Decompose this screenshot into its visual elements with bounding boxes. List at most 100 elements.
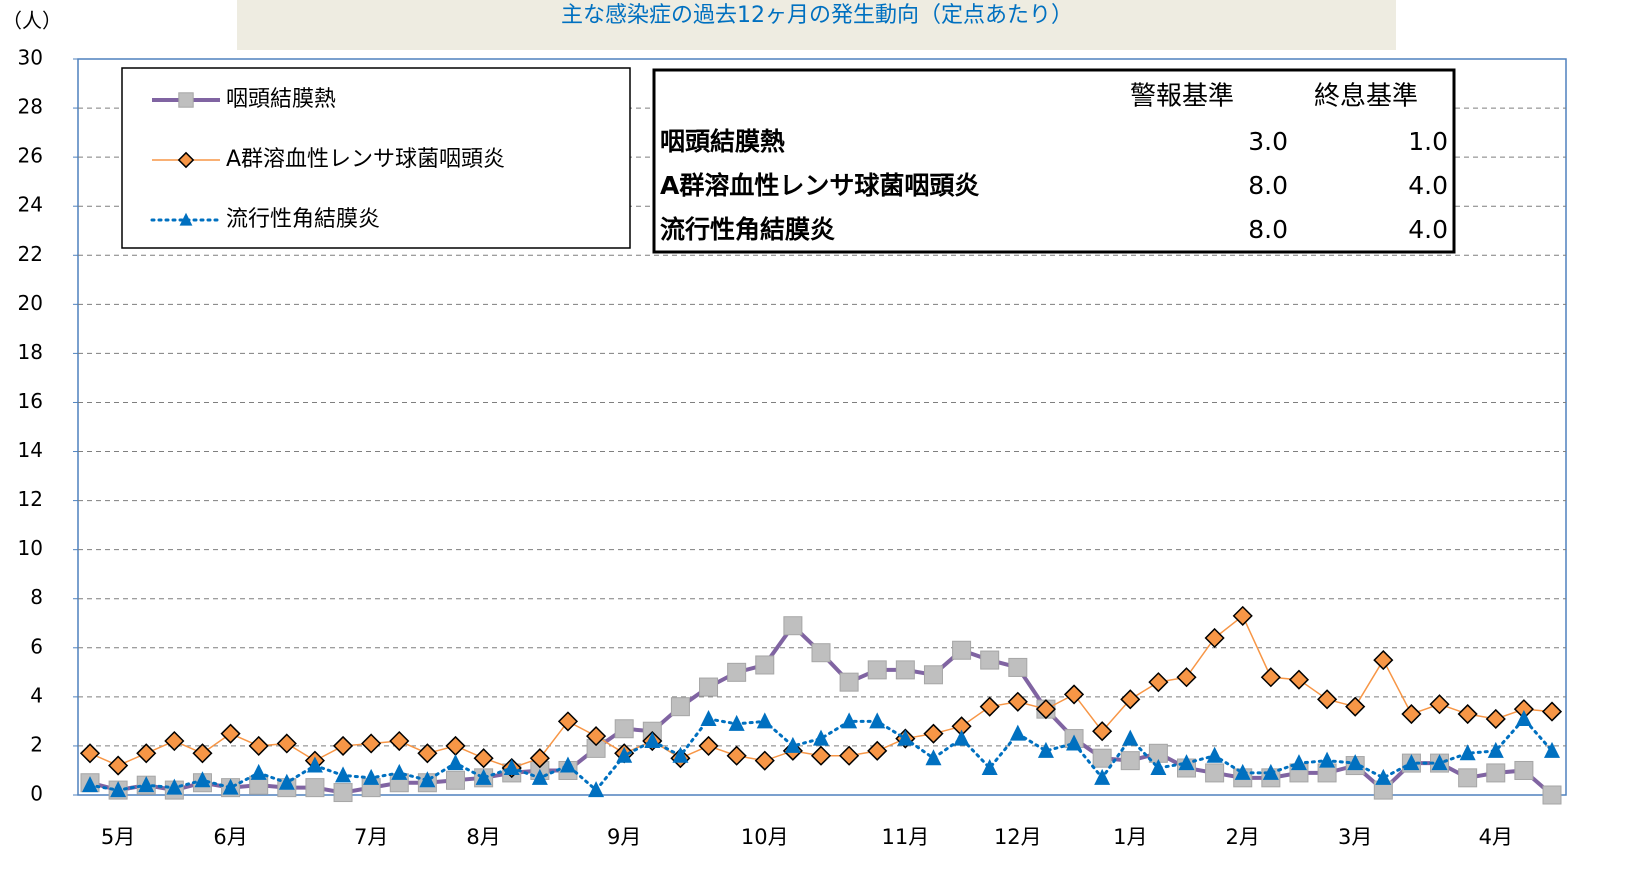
y-tick-label: 8 xyxy=(30,585,43,609)
y-tick-label: 30 xyxy=(18,46,43,70)
y-tick-label: 24 xyxy=(18,193,43,217)
series-line xyxy=(88,716,1554,793)
marker xyxy=(1542,785,1562,805)
marker xyxy=(363,768,380,785)
marker xyxy=(1514,760,1534,780)
y-axis-label: （人） xyxy=(2,9,62,33)
marker xyxy=(276,733,297,754)
marker xyxy=(727,662,747,682)
marker xyxy=(728,714,745,731)
marker xyxy=(1066,734,1083,751)
marker xyxy=(136,743,157,764)
marker xyxy=(670,697,690,717)
table-row-name: 咽頭結膜熱 xyxy=(660,127,785,156)
marker xyxy=(108,755,129,776)
marker xyxy=(248,735,269,756)
legend-label: A群溶血性レンサ球菌咽頭炎 xyxy=(226,147,505,172)
marker xyxy=(1205,763,1225,783)
marker xyxy=(557,711,579,732)
marker xyxy=(672,746,689,763)
marker xyxy=(813,729,829,746)
marker xyxy=(699,677,719,697)
table-cell: 4.0 xyxy=(1408,171,1448,200)
marker xyxy=(389,730,410,752)
marker xyxy=(1347,754,1364,771)
marker xyxy=(1401,703,1422,725)
marker xyxy=(1319,751,1336,768)
y-tick-label: 26 xyxy=(18,144,43,168)
marker xyxy=(1178,754,1195,771)
marker xyxy=(726,745,747,766)
marker xyxy=(278,773,295,790)
plot-frame xyxy=(77,58,1567,796)
marker xyxy=(177,151,195,169)
marker xyxy=(166,778,183,795)
marker xyxy=(811,643,831,663)
marker xyxy=(1317,689,1338,710)
marker xyxy=(1290,754,1307,771)
table-cell: 8.0 xyxy=(1248,215,1288,244)
marker xyxy=(1459,744,1476,761)
marker xyxy=(756,712,773,729)
marker xyxy=(332,735,354,756)
table-row-name: 流行性角結膜炎 xyxy=(660,215,835,244)
marker xyxy=(1429,694,1450,715)
marker xyxy=(361,733,382,754)
marker xyxy=(698,735,719,756)
marker xyxy=(700,709,717,726)
marker xyxy=(783,616,803,636)
marker xyxy=(222,778,239,795)
marker xyxy=(559,756,576,773)
table-cell: 8.0 xyxy=(1248,171,1288,200)
marker xyxy=(923,723,944,744)
y-tick-label: 14 xyxy=(18,438,43,462)
marker xyxy=(588,781,605,798)
x-tick-label: 10月 xyxy=(741,825,789,849)
marker xyxy=(953,729,970,746)
marker xyxy=(1150,759,1167,776)
marker xyxy=(417,743,438,764)
table-row-name: A群溶血性レンサ球菌咽頭炎 xyxy=(660,171,979,200)
marker xyxy=(925,749,942,766)
marker xyxy=(250,763,267,780)
legend-label: 流行性角結膜炎 xyxy=(226,207,380,232)
marker xyxy=(1148,672,1169,693)
marker xyxy=(1515,709,1532,726)
marker xyxy=(1092,748,1112,768)
marker xyxy=(475,768,492,785)
marker xyxy=(869,712,886,729)
table-header: 終息基準 xyxy=(1314,82,1418,112)
marker xyxy=(841,712,858,729)
threshold-table xyxy=(652,68,1456,254)
marker xyxy=(1009,724,1026,741)
marker xyxy=(1092,721,1113,742)
y-tick-label: 12 xyxy=(18,487,43,511)
legend-label: 咽頭結膜熱 xyxy=(226,87,336,112)
marker xyxy=(335,766,352,783)
marker xyxy=(979,696,1000,717)
marker xyxy=(810,745,832,766)
marker xyxy=(1234,763,1251,780)
marker xyxy=(754,750,775,771)
y-tick-label: 22 xyxy=(18,242,43,266)
x-tick-label: 7月 xyxy=(354,825,388,849)
x-tick-label: 4月 xyxy=(1479,825,1513,849)
marker xyxy=(1458,768,1478,788)
marker xyxy=(194,771,211,788)
marker xyxy=(179,212,193,226)
marker xyxy=(1094,768,1111,785)
y-tick-label: 10 xyxy=(18,536,43,560)
marker xyxy=(1288,669,1310,690)
x-tick-label: 1月 xyxy=(1113,825,1147,849)
y-tick-label: 0 xyxy=(30,782,43,806)
y-tick-label: 6 xyxy=(30,634,43,658)
marker xyxy=(1037,741,1054,758)
marker xyxy=(110,781,127,798)
marker xyxy=(473,748,494,769)
marker xyxy=(79,743,101,764)
marker xyxy=(952,640,972,660)
series-layer xyxy=(79,605,1563,805)
